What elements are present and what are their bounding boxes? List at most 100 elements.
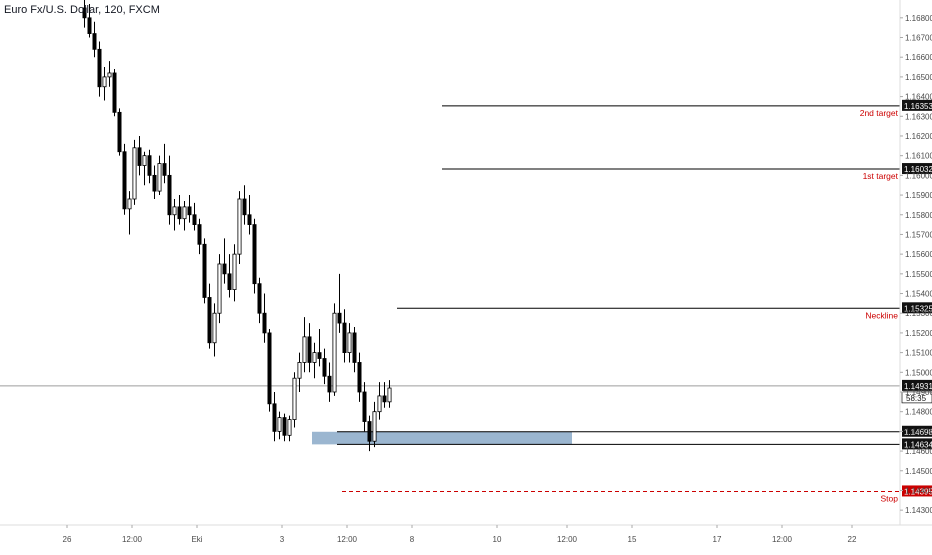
candle-body xyxy=(212,312,217,344)
candle-body xyxy=(82,7,87,19)
candle-body xyxy=(247,214,252,225)
candle-body xyxy=(342,322,347,354)
candle-body xyxy=(357,362,362,393)
candle-body xyxy=(237,198,242,255)
price-tick-label: 1.15200 xyxy=(905,329,932,338)
time-tick-label: 10 xyxy=(493,535,502,544)
price-tick-label: 1.16300 xyxy=(905,112,932,121)
price-tick-label: 1.15300 xyxy=(905,309,932,318)
candle-body xyxy=(372,411,377,442)
price-tick-label: 1.16000 xyxy=(905,171,932,180)
time-tick-label: 22 xyxy=(848,535,857,544)
level-price-badge xyxy=(902,163,932,175)
candle-body xyxy=(167,174,172,216)
time-tick-label: 26 xyxy=(63,535,72,544)
level-name-label: 2nd target xyxy=(860,108,899,118)
demand-zone-layer xyxy=(312,431,572,445)
candle-body xyxy=(202,243,207,298)
countdown-label: 58:35 xyxy=(906,394,927,403)
price-tick-label: 1.16500 xyxy=(905,73,932,82)
candle-body xyxy=(267,332,272,405)
level-price-label: 1.16032 xyxy=(904,165,932,174)
price-tick-label: 1.15400 xyxy=(905,290,932,299)
candle-body xyxy=(217,263,222,314)
countdown-badge xyxy=(901,391,932,404)
level-name-label: Stop xyxy=(881,493,899,503)
level-price-label: 1.16353 xyxy=(904,102,932,111)
candle-body xyxy=(297,362,302,379)
candle-body xyxy=(177,206,182,220)
candle-body xyxy=(377,395,382,413)
demand-zone[interactable] xyxy=(312,431,572,445)
candle-body xyxy=(97,48,102,88)
candle-body xyxy=(147,155,152,176)
candle-body xyxy=(152,174,157,192)
candle-body xyxy=(227,273,232,290)
candle-body xyxy=(92,33,97,50)
time-tick-label: 8 xyxy=(410,535,415,544)
candle-body xyxy=(122,151,127,210)
candle-body xyxy=(352,332,357,363)
level-price-badge xyxy=(902,99,932,111)
candle-body xyxy=(317,352,322,359)
candle-body xyxy=(137,147,142,166)
candle-body xyxy=(327,375,332,393)
price-tick-label: 1.15700 xyxy=(905,230,932,239)
level-price-label: 1.14634 xyxy=(904,440,932,449)
price-tick-label: 1.14300 xyxy=(905,506,932,515)
candle-body xyxy=(287,419,292,436)
level-price-badge xyxy=(902,438,932,450)
candle-body xyxy=(387,387,392,403)
price-tick-label: 1.15900 xyxy=(905,191,932,200)
current-price-badge xyxy=(902,379,932,391)
candle-body xyxy=(362,391,367,422)
candle-body xyxy=(302,336,307,363)
time-tick-label: Eki xyxy=(191,535,202,544)
candle-body xyxy=(312,352,317,363)
level-name-label: 1st target xyxy=(863,171,899,181)
price-tick-label: 1.16200 xyxy=(905,132,932,141)
time-tick-label: 3 xyxy=(280,535,285,544)
price-tick-label: 1.15100 xyxy=(905,349,932,358)
candle-body xyxy=(232,253,237,290)
price-tick-label: 1.14900 xyxy=(905,388,932,397)
price-tick-label: 1.15800 xyxy=(905,211,932,220)
candle-body xyxy=(292,377,297,420)
time-tick-label: 12:00 xyxy=(337,535,358,544)
candle-body xyxy=(272,403,277,432)
candle-body xyxy=(252,224,257,285)
time-tick-label: 12:00 xyxy=(122,535,143,544)
price-tick-label: 1.16400 xyxy=(905,93,932,102)
candle-body xyxy=(262,312,267,334)
candle-body xyxy=(332,312,337,393)
candles-layer xyxy=(82,0,392,452)
price-tick-label: 1.15600 xyxy=(905,250,932,259)
candle-body xyxy=(277,417,282,432)
price-tick-label: 1.14400 xyxy=(905,486,932,495)
candle-body xyxy=(382,395,387,403)
candle-body xyxy=(102,76,107,88)
level-price-badge xyxy=(902,302,932,314)
level-price-label: 1.15325 xyxy=(904,304,932,313)
current-price-label: 1.14931 xyxy=(904,382,932,391)
price-tick-label: 1.14600 xyxy=(905,447,932,456)
candle-body xyxy=(157,163,162,192)
candle-body xyxy=(347,332,352,354)
price-tick-label: 1.16800 xyxy=(905,14,932,23)
candle-body xyxy=(87,17,92,34)
candle-body xyxy=(242,198,247,216)
candle-body xyxy=(107,72,112,78)
price-tick-label: 1.14700 xyxy=(905,427,932,436)
candle-body xyxy=(112,72,117,113)
candle-body xyxy=(117,111,122,153)
candle-body xyxy=(322,358,327,377)
candle-body xyxy=(162,163,167,176)
time-tick-label: 15 xyxy=(628,535,637,544)
time-tick-label: 17 xyxy=(713,535,722,544)
level-price-label: 1.14698 xyxy=(904,428,932,437)
candle-body xyxy=(337,312,342,324)
candle-body xyxy=(197,224,202,245)
